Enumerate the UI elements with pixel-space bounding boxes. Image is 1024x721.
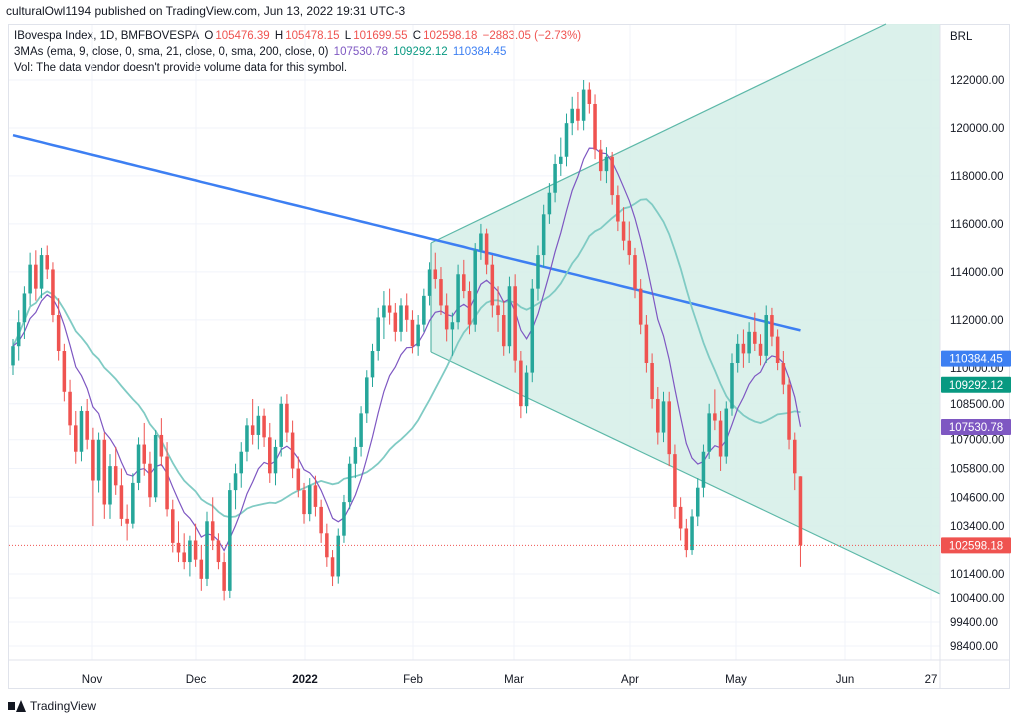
high-label: H — [274, 30, 284, 42]
symbol-line: IBovespa Index, 1D, BMFBOVESPA O 105476.3… — [14, 28, 583, 44]
open-label: O — [204, 30, 214, 42]
chart-frame — [8, 24, 1010, 689]
high-value: 105478.15 — [285, 30, 340, 42]
close-value: 102598.18 — [423, 30, 478, 42]
close-label: C — [412, 30, 422, 42]
change-value: −2883.05 (−2.73%) — [482, 30, 582, 42]
low-label: L — [344, 30, 352, 42]
volume-note: Vol: The data vendor doesn't provide vol… — [14, 62, 348, 74]
chart-legend: IBovespa Index, 1D, BMFBOVESPA O 105476.3… — [14, 28, 583, 76]
volume-line: Vol: The data vendor doesn't provide vol… — [14, 60, 583, 76]
open-value: 105476.39 — [215, 30, 270, 42]
ema9-value: 107530.78 — [333, 46, 389, 58]
low-value: 101699.55 — [353, 30, 408, 42]
footer-brand: TradingView — [30, 699, 97, 713]
ma-line: 3MAs (ema, 9, close, 0, sma, 21, close, … — [14, 44, 583, 60]
sma21-value: 109292.12 — [393, 46, 448, 58]
ma-label[interactable]: 3MAs (ema, 9, close, 0, sma, 21, close, … — [14, 46, 329, 58]
tradingview-logo-icon — [8, 700, 26, 712]
sma200-value: 110384.45 — [452, 46, 507, 58]
publisher-line: culturalOwl1194 published on TradingView… — [6, 4, 406, 18]
symbol-name[interactable]: IBovespa Index, 1D, BMFBOVESPA — [14, 30, 200, 42]
footer: TradingView — [8, 699, 96, 713]
